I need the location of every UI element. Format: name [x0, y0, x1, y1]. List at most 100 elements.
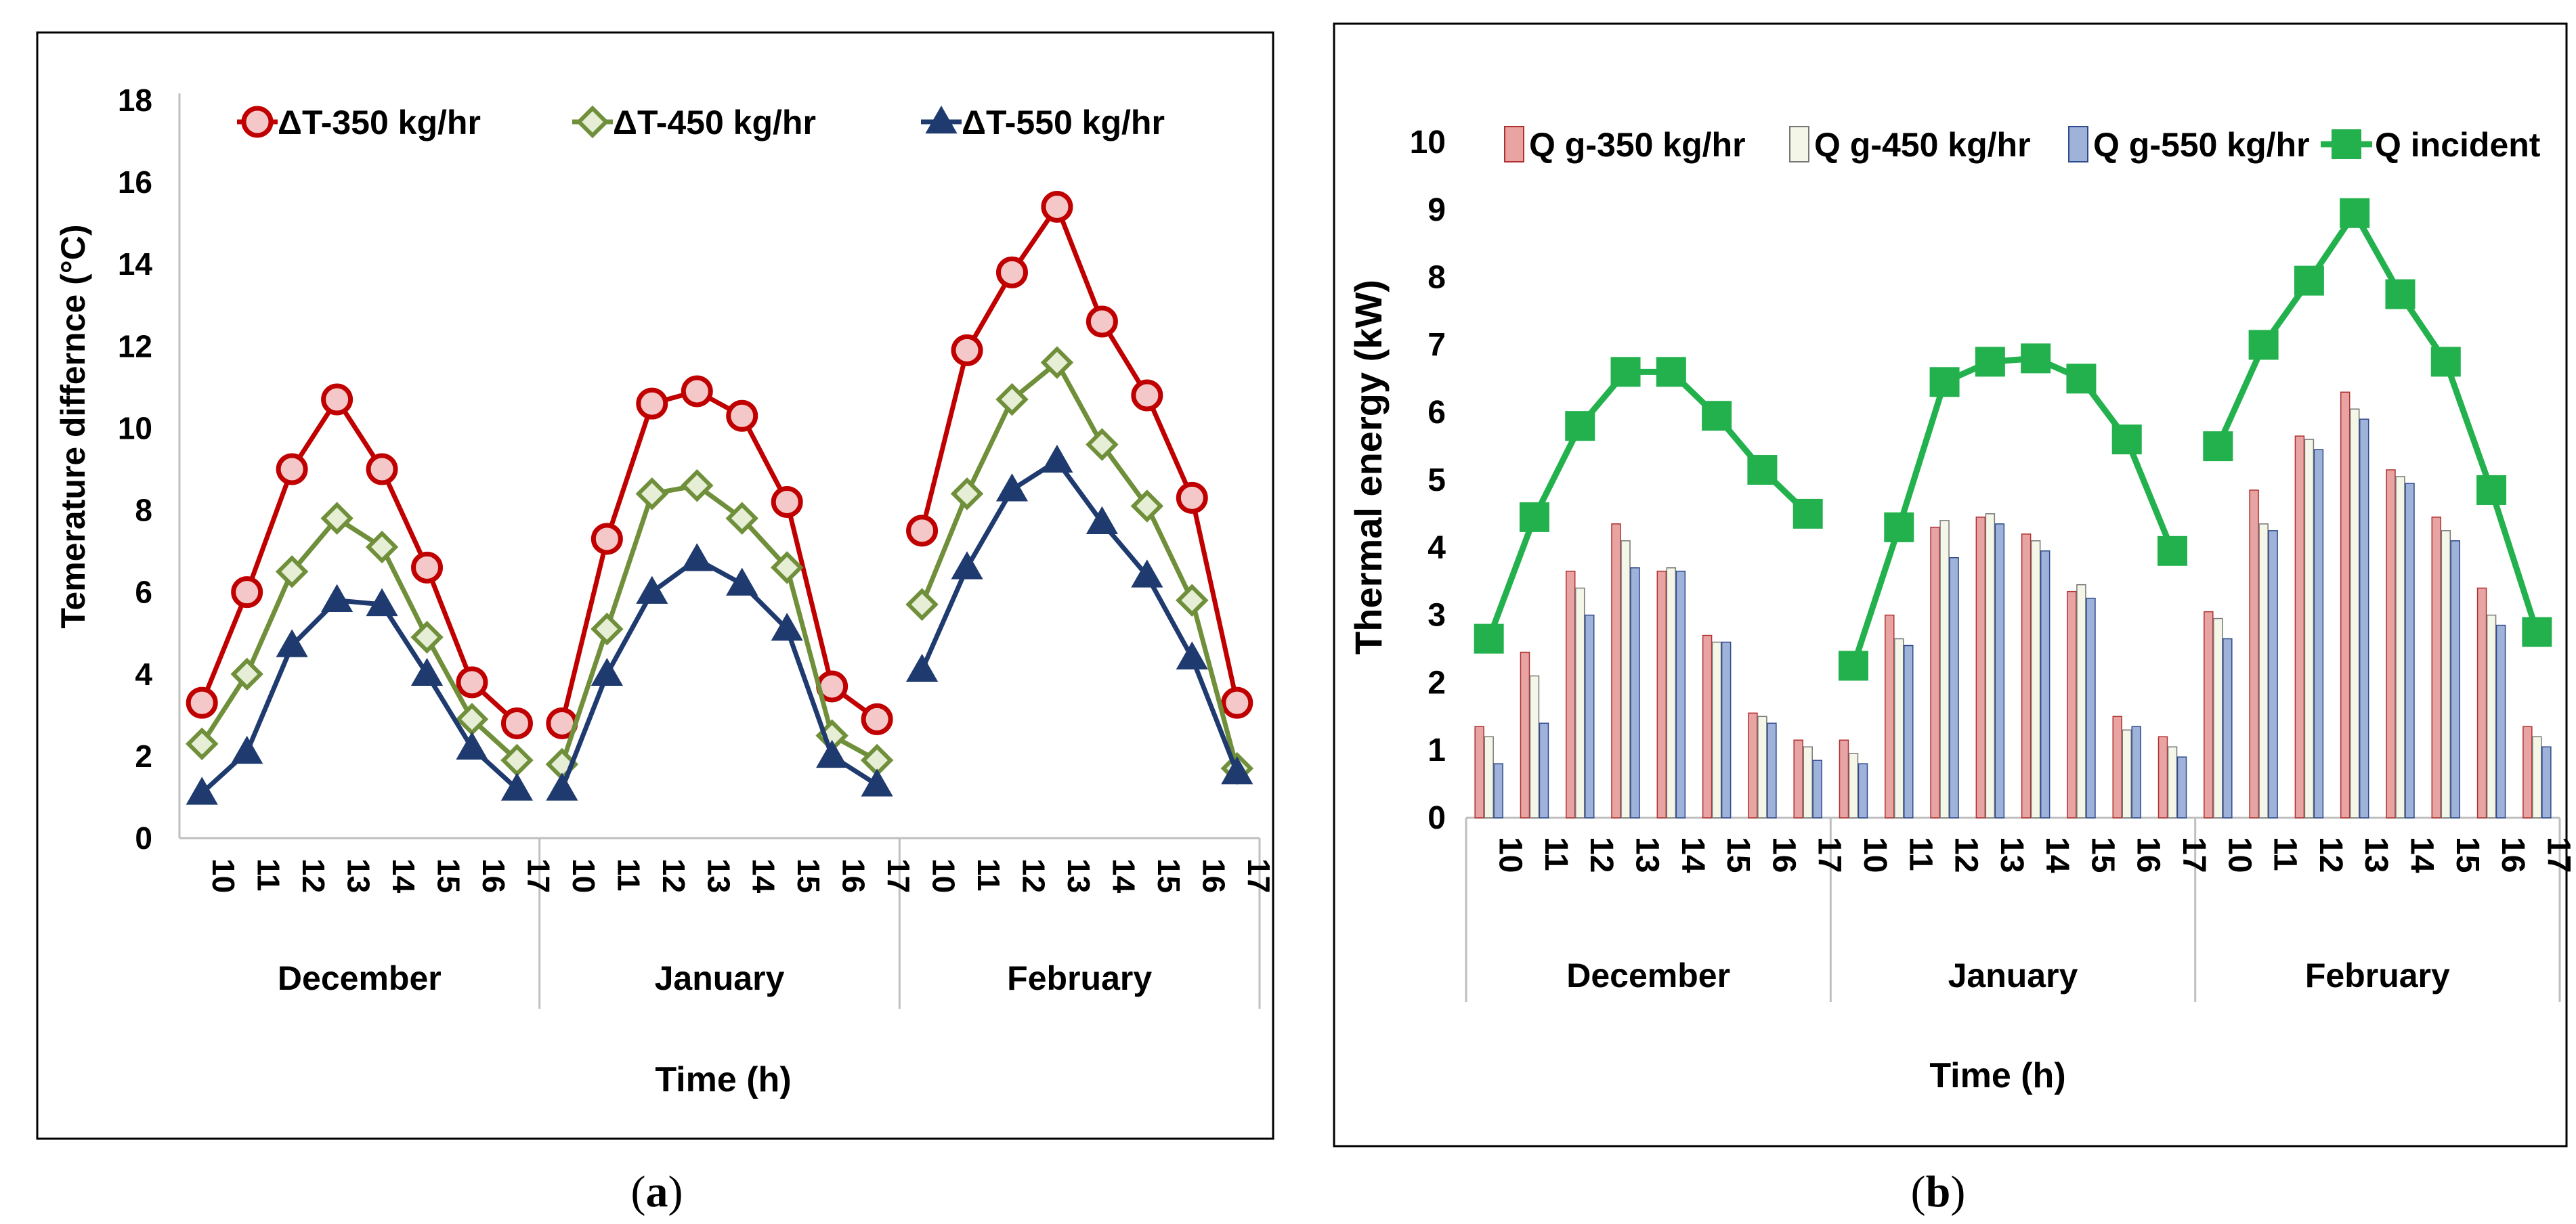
- panel-b-y-axis-title: Thermal energy (kW): [1347, 280, 1390, 655]
- x-tick-label: 16: [836, 858, 872, 893]
- panel-b-legend: Q g-350 kg/hr Q g-450 kg/hr Q g-550 kg/hr Q…: [1504, 126, 2541, 164]
- bar-series-2-bar: [2076, 584, 2086, 818]
- series-1-point: [861, 703, 893, 735]
- x-tick-label: 17: [521, 858, 556, 893]
- series-3-point: [186, 777, 218, 805]
- bar-series-3-bar: [2176, 756, 2187, 818]
- x-tick-label: 11: [971, 858, 1006, 892]
- series-1-line: [199, 395, 519, 726]
- series-2-line: [920, 359, 1240, 769]
- bar-series-3-bar: [2405, 483, 2415, 818]
- y-tick-label: 5: [1427, 462, 1446, 498]
- panel-a-x-axis-title: Time (h): [655, 1060, 791, 1099]
- y-tick-label: 9: [1427, 192, 1446, 228]
- bar-series-1-bar: [1702, 634, 1713, 818]
- series-2-point: [230, 657, 263, 691]
- series-1-point: [186, 686, 218, 719]
- x-tick-label: 12: [1016, 858, 1051, 893]
- bar-series-3-bar: [1584, 614, 1595, 818]
- bar-series-3-bar: [1949, 557, 1959, 818]
- series-3-point: [1041, 444, 1073, 473]
- incident-point: [2066, 364, 2097, 394]
- x-tick-label: 17: [1811, 837, 1847, 873]
- legend-2-marker: [576, 105, 609, 139]
- x-tick-label: 14: [386, 858, 421, 894]
- x-tick-label: 17: [881, 858, 916, 893]
- series-3-point: [1086, 506, 1118, 534]
- bar-series-2-bar: [1939, 520, 1950, 818]
- y-tick-label: 0: [1427, 800, 1446, 836]
- panel-a-legend: ΔT-350 kg/hr ΔT-450 kg/hr ΔT-550 kg/hr: [237, 104, 1165, 141]
- bar-series-1-bar: [1565, 570, 1576, 818]
- bar-series-2-bar: [1894, 638, 1904, 818]
- x-tick-label: 11: [611, 858, 646, 892]
- bar-series-1-bar: [1474, 726, 1484, 818]
- bar-series-1-bar: [2067, 590, 2077, 818]
- series-1-point: [1086, 305, 1118, 338]
- series-3-point: [1221, 756, 1253, 785]
- series-2-point: [1040, 346, 1074, 379]
- bar-series-2-bar: [2486, 614, 2497, 818]
- series-1-point: [906, 515, 939, 547]
- legend-3-marker: [925, 105, 958, 134]
- bar-series-1-bar: [2340, 391, 2350, 818]
- bar-series-3-bar: [2086, 597, 2096, 818]
- series-2-point: [681, 468, 714, 502]
- x-tick-label: 10: [566, 858, 601, 893]
- x-tick-label: 11: [1902, 837, 1938, 871]
- x-tick-label: 16: [2495, 837, 2531, 873]
- incident-point: [2430, 347, 2461, 377]
- bar-series-3-bar: [1630, 567, 1640, 818]
- incident-point: [1519, 502, 1549, 532]
- x-tick-label: 14: [2403, 837, 2439, 873]
- incident-point: [1975, 347, 2005, 377]
- series-3-line: [920, 458, 1240, 774]
- bar-series-2-bar: [1574, 587, 1585, 818]
- x-tick-label: 13: [1994, 837, 2030, 873]
- series-1-point: [771, 485, 803, 518]
- series-1-point: [1176, 481, 1208, 514]
- incident-point: [2248, 330, 2279, 360]
- series-2-point: [770, 551, 804, 584]
- x-tick-label: 15: [791, 858, 826, 893]
- panel-a-axes: 0 2 4 6 8 10 12 14 16 18 10 11 12 13 14 15 16 17 December 1…: [118, 83, 1276, 1009]
- x-tick-label: 14: [2039, 837, 2075, 873]
- bar-series-3-bar: [2495, 624, 2506, 818]
- bar-series-2-bar: [2304, 439, 2315, 818]
- series-2-point: [410, 621, 444, 654]
- legend-bar-3-swatch: [2068, 126, 2088, 162]
- bar-series-2-bar: [1757, 716, 1767, 818]
- y-tick-label: 0: [135, 821, 152, 856]
- bar-series-3-bar: [1539, 722, 1549, 818]
- y-tick-label: 16: [118, 165, 152, 200]
- bar-series-3-bar: [1858, 763, 1868, 818]
- series-1-point: [1131, 379, 1163, 412]
- x-tick-label: 14: [746, 858, 781, 894]
- x-tick-label: 11: [2267, 837, 2303, 871]
- series-3-point: [861, 768, 893, 797]
- series-3-point: [1131, 559, 1163, 588]
- series-3-point: [951, 551, 983, 580]
- series-3-point: [681, 543, 713, 571]
- bar-series-3-bar: [1721, 641, 1732, 818]
- bar-series-2-bar: [1666, 567, 1677, 818]
- month-label: January: [1948, 957, 2078, 995]
- x-tick-label: 16: [2130, 837, 2166, 873]
- bar-series-2-bar: [1529, 675, 1540, 818]
- series-1-point: [636, 387, 668, 420]
- bar-series-2-bar: [2532, 736, 2542, 818]
- series-2-point: [185, 727, 219, 760]
- series-1-point: [231, 576, 263, 609]
- bar-series-2-bar: [1985, 513, 1996, 818]
- bar-series-3-bar: [2313, 449, 2324, 818]
- x-tick-label: 10: [1857, 837, 1893, 873]
- series-2-point: [365, 530, 399, 564]
- x-tick-label: 14: [1675, 837, 1711, 873]
- x-tick-label: 11: [251, 858, 286, 892]
- incident-point: [1656, 357, 1686, 387]
- series-3-point: [1176, 641, 1208, 670]
- bar-series-3-bar: [2359, 418, 2369, 818]
- legend-1-marker: [241, 106, 274, 138]
- incident-point: [1838, 651, 1868, 681]
